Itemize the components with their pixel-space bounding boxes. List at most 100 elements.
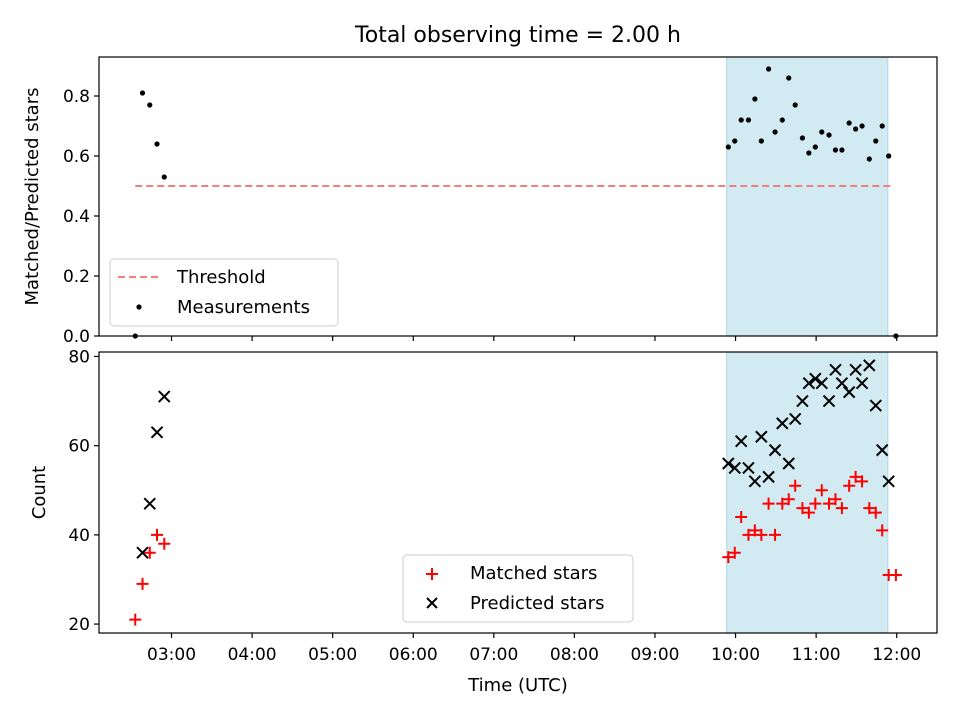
measurement-point <box>879 123 885 129</box>
measurement-point <box>866 156 872 162</box>
bottom-legend-box <box>402 554 634 623</box>
legend-threshold-label: Threshold <box>176 267 266 288</box>
predicted-star-point <box>734 434 748 448</box>
matched-star-point <box>849 470 862 483</box>
matched-star-point <box>843 479 856 492</box>
measurement-point <box>752 96 758 102</box>
matched-star-point <box>869 506 882 519</box>
x-tick-label: 07:00 <box>469 645 518 665</box>
matched-star-point <box>789 479 802 492</box>
predicted-star-point <box>768 443 782 457</box>
top-x-tick-marks <box>170 336 898 341</box>
top-y-tick-label: 0.2 <box>63 267 90 287</box>
predicted-star-point <box>815 377 828 390</box>
predicted-star-point <box>842 385 856 399</box>
matched-star-point <box>802 506 815 519</box>
top-panel: 0.00.20.40.60.8 Matched/Predicted stars … <box>22 56 938 347</box>
bottom-y-tick-label: 60 <box>68 437 90 457</box>
predicted-star-point <box>796 394 809 408</box>
predicted-star-point <box>809 372 822 385</box>
predicted-star-point <box>776 417 789 430</box>
bottom-y-axis: 20 40 60 80 <box>68 347 99 635</box>
top-legend[interactable]: Threshold Measurements <box>109 258 339 327</box>
predicted-star-point <box>755 430 768 443</box>
measurement-point <box>732 138 738 144</box>
matched-star-point <box>889 569 902 582</box>
x-tick-label: 09:00 <box>630 645 679 665</box>
measurement-point <box>819 129 825 135</box>
matched-star-point <box>151 528 164 541</box>
x-tick-label: 06:00 <box>389 645 438 665</box>
x-tick-label: 08:00 <box>550 645 599 665</box>
x-tick-label: 11:00 <box>792 645 841 665</box>
measurement-point <box>139 90 146 96</box>
x-tick-label: 05:00 <box>308 645 357 665</box>
predicted-star-point <box>835 377 849 390</box>
matched-star-point <box>748 524 761 537</box>
predicted-star-point <box>158 390 171 403</box>
measurement-point <box>806 150 812 156</box>
matched-star-point <box>876 524 889 537</box>
matched-star-point <box>796 502 809 515</box>
predicted-star-point <box>829 363 842 377</box>
predicted-star-point <box>136 546 149 559</box>
predicted-star-point <box>822 394 836 408</box>
matched-star-point <box>158 537 171 550</box>
measurement-point <box>758 138 764 144</box>
predicted-star-point <box>876 443 889 457</box>
matched-star-point <box>823 497 836 510</box>
measurement-point <box>873 138 879 144</box>
top-legend-box <box>109 258 339 327</box>
measurement-point <box>745 117 752 123</box>
predicted-star-point <box>143 497 156 510</box>
legend-measurements-swatch <box>136 304 142 310</box>
bottom-legend[interactable]: Matched stars Predicted stars <box>402 554 634 623</box>
x-tick-label: 12:00 <box>872 645 921 665</box>
predicted-star-point <box>855 377 869 390</box>
predicted-star-point <box>863 359 876 372</box>
x-tick-label: 10:00 <box>711 645 760 665</box>
bottom-y-tick-label: 80 <box>68 347 90 367</box>
matched-star-point <box>762 497 775 510</box>
predicted-star-point <box>728 461 741 475</box>
predicted-star-point <box>742 461 755 475</box>
measurement-point <box>859 123 865 129</box>
matched-star-point <box>829 493 842 506</box>
measurement-point <box>846 120 852 126</box>
bottom-y-tick-label: 20 <box>68 615 90 635</box>
matched-star-point <box>742 528 755 541</box>
predicted-star-point <box>849 363 862 377</box>
top-axes-frame <box>98 56 938 337</box>
measurements-series <box>132 66 899 339</box>
matched-star-point <box>815 484 828 497</box>
bottom-y-tick-label: 40 <box>68 526 90 546</box>
predicted-star-point <box>802 377 816 390</box>
x-axis-label: Time (UTC) <box>467 675 568 696</box>
top-y-tick-label: 0.4 <box>63 207 90 227</box>
legend-matched-label: Matched stars <box>470 563 597 584</box>
measurement-point <box>161 174 167 180</box>
predicted-star-point <box>722 457 735 470</box>
matched-star-point <box>129 613 142 626</box>
legend-measurements-label: Measurements <box>177 297 310 318</box>
measurement-point <box>826 132 832 138</box>
matched-star-point <box>769 528 782 541</box>
top-y-tick-label: 0.6 <box>63 147 90 167</box>
bottom-x-axis: 03:00 04:00 05:00 06:00 07:00 08:00 09:00 10:00… <box>147 633 921 665</box>
matched-star-point <box>735 511 748 524</box>
matched-star-point <box>782 493 795 506</box>
measurement-point <box>772 129 778 135</box>
measurement-point <box>765 66 772 72</box>
predicted-star-point <box>869 399 882 412</box>
bottom-highlight-span <box>726 351 889 634</box>
matched-star-point <box>728 546 741 559</box>
predicted-star-point <box>788 412 802 426</box>
matched-star-point <box>776 497 789 510</box>
measurement-point <box>832 147 839 153</box>
x-tick-label: 04:00 <box>228 645 277 665</box>
measurement-point <box>839 147 845 153</box>
predicted-star-point <box>748 475 762 488</box>
matched-star-point <box>143 546 156 559</box>
predicted-star-point <box>782 457 795 470</box>
